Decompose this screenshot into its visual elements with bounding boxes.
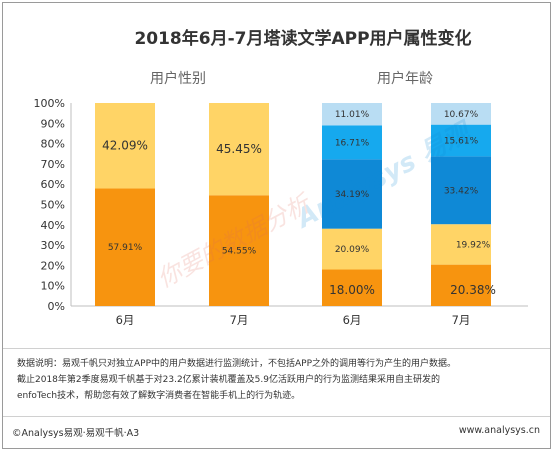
y-tick-label: 50% — [41, 199, 65, 212]
data-label: 11.01% — [335, 110, 370, 120]
data-label: 57.91% — [108, 243, 143, 253]
footer-website: www.analysys.cn — [458, 425, 540, 436]
note-line-3: enfoTech技术，帮助您有效了解数字消费者在智能手机上的行为轨迹。 — [17, 391, 301, 401]
bar-segment — [431, 156, 491, 225]
note-line-2: 截止2018年第2季度易观千帆基于对23.2亿累计装机覆盖及5.9亿活跃用户的行… — [17, 375, 440, 385]
group-label-age: 用户年龄 — [377, 70, 433, 87]
y-tick-label: 40% — [41, 219, 65, 232]
data-notes: 数据说明：易观千帆只对独立APP中的用户数据进行监测统计，不包括APP之外的调用… — [17, 356, 542, 404]
data-labels: 57.91% 42.09% 54.55% 45.45% 18.00% 20.09% 34.1… — [102, 110, 496, 297]
y-tick-label: 0% — [48, 300, 65, 313]
bar-segment — [431, 224, 491, 265]
bar-segment — [95, 103, 155, 189]
y-tick-label: 20% — [41, 259, 65, 272]
x-tick-label: 7月 — [230, 313, 249, 327]
data-label: 42.09% — [102, 139, 148, 153]
bar-segment — [322, 269, 382, 306]
divider-top — [3, 348, 550, 349]
data-label: 34.19% — [335, 190, 370, 200]
x-tick-label: 7月 — [452, 313, 471, 327]
bar-segment — [431, 103, 491, 125]
bar-segment — [209, 195, 269, 306]
x-tick-label: 6月 — [116, 313, 135, 327]
bar-segment — [322, 228, 382, 270]
watermark: Analysys 易观 你要的数据分析 — [153, 116, 479, 293]
bar-segment — [431, 264, 491, 306]
data-label: 18.00% — [329, 283, 375, 297]
footer-copyright: ©Analysys易观·易观千帆·A3 — [12, 428, 140, 439]
data-label: 20.09% — [335, 245, 370, 255]
y-tick-label: 30% — [41, 239, 65, 252]
data-label: 10.67% — [444, 110, 479, 120]
y-tick-label: 10% — [41, 280, 65, 293]
data-label: 33.42% — [444, 186, 479, 196]
data-label: 19.92% — [456, 240, 491, 250]
group-label-gender: 用户性别 — [150, 70, 206, 87]
divider-bottom — [3, 416, 550, 417]
bar-segment — [95, 188, 155, 306]
data-label: 54.55% — [222, 247, 257, 257]
y-tick-label: 80% — [41, 138, 65, 151]
data-label: 15.61% — [444, 137, 479, 147]
bar-segment — [322, 103, 382, 126]
bar-segment — [322, 125, 382, 160]
bar-segment — [322, 159, 382, 229]
chart-title: 2018年6月-7月塔读文学APP用户属性变化 — [134, 28, 471, 49]
data-label: 20.38% — [450, 283, 496, 297]
x-tick-label: 6月 — [343, 313, 362, 327]
bar-segment — [431, 124, 491, 157]
bar-segment — [209, 103, 269, 196]
bars — [95, 103, 491, 306]
note-line-1: 数据说明：易观千帆只对独立APP中的用户数据进行监测统计，不包括APP之外的调用… — [17, 359, 457, 369]
chart-canvas: 2018年6月-7月塔读文学APP用户属性变化 用户性别 用户年龄 0% 10% 2… — [34, 28, 528, 327]
y-tick-label: 60% — [41, 178, 65, 191]
y-tick-label: 90% — [41, 117, 65, 130]
data-label: 45.45% — [216, 142, 262, 156]
y-tick-label: 70% — [41, 158, 65, 171]
y-tick-label: 100% — [34, 97, 65, 110]
data-label: 16.71% — [335, 138, 370, 148]
